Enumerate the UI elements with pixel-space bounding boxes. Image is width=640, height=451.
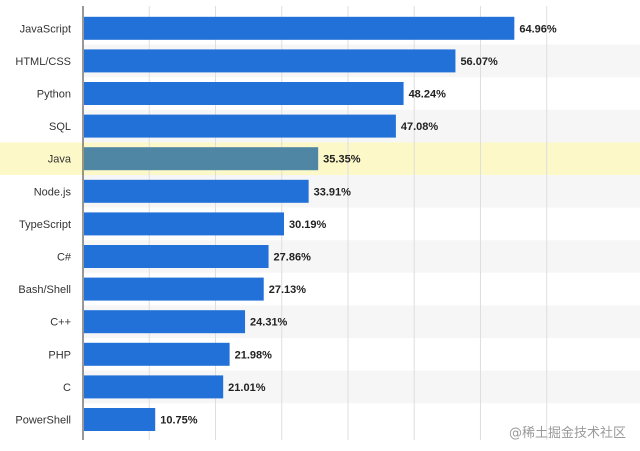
value-label: 27.86% bbox=[274, 252, 312, 264]
value-label: 64.96% bbox=[519, 23, 557, 35]
value-label: 47.08% bbox=[401, 121, 439, 133]
bar bbox=[84, 277, 264, 301]
category-label: Python bbox=[37, 89, 71, 101]
category-label: SQL bbox=[49, 121, 71, 133]
category-label: Java bbox=[48, 154, 72, 166]
bar bbox=[84, 408, 156, 431]
bars bbox=[84, 16, 515, 431]
bar bbox=[84, 16, 515, 40]
bar bbox=[84, 179, 309, 203]
value-label: 35.35% bbox=[323, 154, 361, 166]
bar bbox=[84, 375, 224, 399]
value-label: 10.75% bbox=[160, 415, 198, 427]
bar bbox=[84, 147, 319, 171]
category-label: PowerShell bbox=[15, 415, 71, 427]
category-label: C bbox=[63, 382, 71, 394]
value-label: 33.91% bbox=[314, 186, 352, 198]
labels: JavaScript 64.96% HTML/CSS 56.07% Python 48.2… bbox=[15, 23, 557, 426]
value-label: 48.24% bbox=[409, 89, 447, 101]
bar bbox=[84, 82, 404, 105]
bar bbox=[84, 212, 284, 236]
value-label: 56.07% bbox=[460, 56, 498, 68]
watermark-text: @稀土掘金技术社区 bbox=[508, 426, 626, 441]
category-label: C++ bbox=[50, 317, 71, 329]
value-label: 24.31% bbox=[250, 317, 288, 329]
category-label: JavaScript bbox=[20, 23, 71, 35]
value-label: 27.13% bbox=[269, 284, 307, 296]
category-label: HTML/CSS bbox=[15, 56, 71, 68]
category-label: PHP bbox=[48, 349, 71, 361]
value-label: 21.01% bbox=[228, 382, 266, 394]
category-label: Bash/Shell bbox=[18, 284, 71, 296]
bar bbox=[84, 310, 246, 334]
value-label: 30.19% bbox=[289, 219, 327, 231]
category-label: C# bbox=[57, 252, 72, 264]
bar bbox=[84, 342, 230, 366]
bar bbox=[84, 49, 456, 73]
value-label: 21.98% bbox=[235, 349, 273, 361]
category-label: TypeScript bbox=[19, 219, 71, 231]
category-label: Node.js bbox=[34, 186, 72, 198]
bar bbox=[84, 114, 396, 138]
bar bbox=[84, 245, 269, 268]
